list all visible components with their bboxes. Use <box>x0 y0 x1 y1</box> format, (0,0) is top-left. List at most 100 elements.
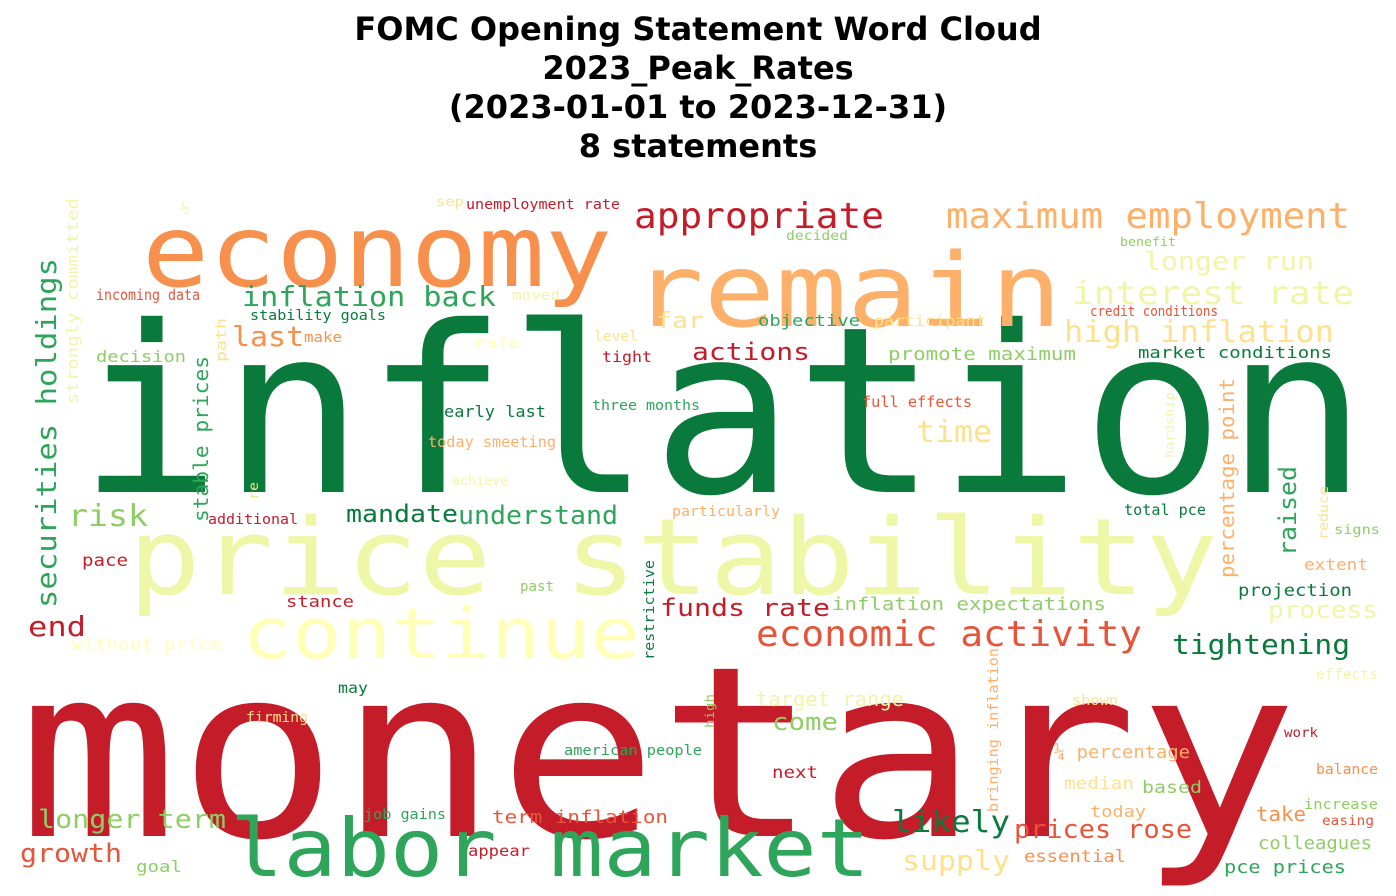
cloud-word-93: appear <box>468 842 530 860</box>
cloud-word-86: take <box>1256 802 1306 826</box>
cloud-word-82: median <box>1064 774 1134 794</box>
cloud-word-50: tight <box>602 348 652 366</box>
cloud-word-8: maximum employment <box>946 196 1350 237</box>
cloud-word-83: based <box>1142 778 1202 798</box>
cloud-word-96: sep <box>436 195 464 210</box>
cloud-word-46: early last <box>444 402 546 421</box>
cloud-word-3: economy <box>142 193 612 310</box>
cloud-word-69: without price <box>72 635 222 655</box>
cloud-word-20: actions <box>692 338 810 366</box>
cloud-word-76: effects <box>1316 667 1378 683</box>
cloud-word-30: raised <box>1274 466 1302 556</box>
cloud-word-26: likely <box>892 805 1010 840</box>
cloud-word-56: re <box>247 482 262 500</box>
cloud-word-52: rate <box>474 333 520 352</box>
cloud-word-15: tightening <box>1172 628 1350 661</box>
cloud-word-25: growth <box>20 839 122 869</box>
cloud-word-85: easing <box>1322 814 1374 829</box>
cloud-word-60: hardship <box>1163 392 1177 458</box>
cloud-word-33: far <box>656 309 704 334</box>
cloud-word-44: credit conditions <box>1090 304 1218 320</box>
cloud-word-22: end <box>28 610 86 643</box>
cloud-word-12: inflation back <box>242 280 496 313</box>
cloud-word-94: goal <box>136 857 182 876</box>
cloud-word-58: particularly <box>672 504 780 520</box>
cloud-word-11: high inflation <box>1064 315 1334 350</box>
cloud-word-77: american people <box>564 743 702 759</box>
cloud-word-49: today smeeting <box>428 433 556 451</box>
cloud-word-38: decision <box>96 347 186 366</box>
cloud-word-71: firming <box>246 710 308 726</box>
cloud-word-75: shown <box>1072 693 1118 709</box>
cloud-word-61: reduce <box>1317 486 1332 540</box>
cloud-word-51: level <box>594 329 638 345</box>
cloud-word-65: pace <box>82 551 128 571</box>
chart-title: FOMC Opening Statement Word Cloud 2023_P… <box>0 10 1396 166</box>
cloud-word-70: may <box>338 679 368 697</box>
cloud-word-88: colleagues <box>1258 833 1372 854</box>
cloud-word-78: next <box>772 763 818 783</box>
cloud-word-99: benefit <box>1120 235 1176 249</box>
cloud-word-6: continue <box>242 593 640 675</box>
cloud-word-79: ¼ percentage <box>1054 742 1190 763</box>
cloud-word-64: projection <box>1238 581 1352 601</box>
cloud-word-53: make <box>304 330 342 346</box>
cloud-word-43: participant <box>874 312 986 330</box>
cloud-word-55: achieve <box>452 474 508 489</box>
cloud-word-48: full effects <box>862 393 972 411</box>
cloud-word-31: percentage point <box>1215 378 1239 578</box>
cloud-word-18: risk <box>68 499 148 534</box>
cloud-word-68: restrictive <box>642 560 658 660</box>
cloud-word-91: job gains <box>364 807 446 823</box>
cloud-word-35: inflation expectations <box>832 594 1106 615</box>
cloud-word-9: economic activity <box>756 614 1142 655</box>
cloud-word-81: balance <box>1316 762 1378 778</box>
cloud-word-87: today <box>1090 802 1146 821</box>
cloud-word-57: additional <box>208 512 298 528</box>
cloud-word-10: interest rate <box>1072 274 1354 312</box>
cloud-word-92: term inflation <box>492 807 668 828</box>
cloud-word-45: market conditions <box>1138 343 1332 362</box>
cloud-word-97: ½ <box>180 201 190 215</box>
cloud-word-54: path <box>214 318 230 362</box>
cloud-word-34: promote maximum <box>888 344 1076 365</box>
cloud-word-39: incoming data <box>96 286 200 304</box>
cloud-word-36: stable prices <box>189 356 213 522</box>
cloud-word-63: extent <box>1304 555 1368 574</box>
cloud-word-1: monetary <box>18 616 1298 893</box>
cloud-word-59: total pce <box>1124 501 1206 519</box>
cloud-word-13: longer run <box>1144 247 1314 277</box>
cloud-word-66: past <box>520 579 554 595</box>
cloud-word-7: appropriate <box>634 196 884 237</box>
cloud-word-73: high <box>703 694 717 728</box>
cloud-word-5: labor market <box>230 802 870 895</box>
cloud-word-29: come <box>772 708 838 736</box>
cloud-word-72: target range <box>756 687 904 711</box>
cloud-word-67: stance <box>286 592 354 611</box>
cloud-word-37: strongly committed <box>63 198 82 404</box>
cloud-word-24: longer term <box>38 805 226 835</box>
cloud-word-19: last <box>232 320 304 353</box>
cloud-word-95: unemployment rate <box>466 197 620 213</box>
cloud-word-4: remain <box>632 232 1062 351</box>
cloud-word-23: funds rate <box>660 594 830 622</box>
cloud-word-74: bringing inflation <box>986 648 1002 812</box>
cloud-word-40: stability goals <box>250 308 386 324</box>
cloud-word-62: signs <box>1334 523 1380 538</box>
cloud-word-90: pce prices <box>1224 857 1346 878</box>
cloud-word-27: prices rose <box>1014 815 1192 845</box>
cloud-word-84: increase <box>1304 797 1378 813</box>
title-line-3: (2023-01-01 to 2023-12-31) <box>448 88 948 126</box>
cloud-word-2: price stability <box>128 496 1218 619</box>
title-line-1: FOMC Opening Statement Word Cloud <box>354 10 1042 48</box>
cloud-word-28: supply <box>902 844 1010 877</box>
cloud-word-21: time <box>916 415 992 450</box>
cloud-word-98: decided <box>786 229 848 244</box>
cloud-word-0: inflation <box>78 277 1368 547</box>
cloud-word-89: essential <box>1024 847 1126 867</box>
title-line-4: 8 statements <box>578 127 818 165</box>
cloud-word-47: three months <box>592 398 700 414</box>
title-line-2: 2023_Peak_Rates <box>542 49 854 87</box>
cloud-word-32: process <box>1268 596 1378 624</box>
